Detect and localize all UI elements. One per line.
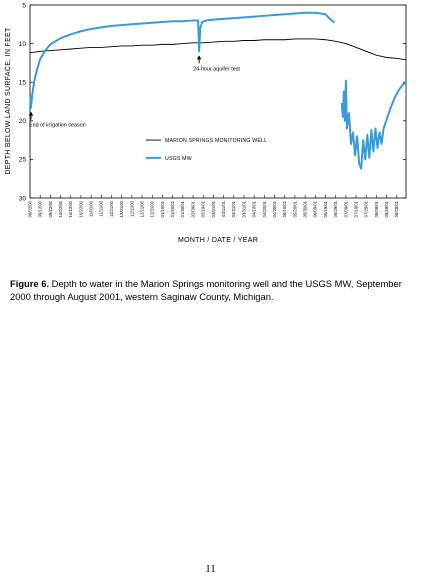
x-tick-label: 08/28/01 bbox=[394, 200, 399, 217]
x-tick-label: 07/19/01 bbox=[353, 200, 358, 217]
figure-caption: Figure 6. Depth to water in the Marion S… bbox=[10, 278, 415, 303]
x-tick-label: 10/12/00 bbox=[68, 200, 73, 217]
annotation-aquifer-test: 24-hour aquifer test bbox=[193, 66, 240, 72]
x-tick-label: 05/30/01 bbox=[303, 200, 308, 217]
x-tick-label: 12/31/00 bbox=[150, 200, 155, 217]
aquifer-test-arrow-head bbox=[196, 55, 202, 60]
x-tick-label: 03/01/01 bbox=[211, 200, 216, 217]
x-tick-label: 09/02/00 bbox=[27, 200, 32, 217]
usgs-mw-series-line bbox=[340, 79, 407, 170]
x-tick-label: 02/19/01 bbox=[201, 200, 206, 217]
legend-label-usgs: USGS MW bbox=[165, 156, 192, 162]
x-tick-label: 04/10/01 bbox=[252, 200, 257, 217]
x-tick-label: 11/21/00 bbox=[109, 200, 114, 217]
x-tick-label: 07/09/01 bbox=[343, 200, 348, 217]
x-tick-label: 05/10/01 bbox=[282, 200, 287, 217]
irrigation-arrow-head bbox=[28, 111, 34, 116]
x-tick-label: 11/11/00 bbox=[99, 200, 104, 216]
x-tick-label: 01/30/01 bbox=[180, 200, 185, 217]
x-tick-label: 12/21/00 bbox=[139, 200, 144, 217]
x-tick-label: 04/20/01 bbox=[262, 200, 267, 217]
x-tick-label: 09/12/00 bbox=[38, 200, 43, 217]
legend: MARION SPRINGS MONITORING WELL USGS MW bbox=[146, 138, 267, 162]
x-tick-label: 03/31/01 bbox=[241, 200, 246, 217]
x-tick-label: 07/29/01 bbox=[364, 200, 369, 217]
y-axis-title: DEPTH BELOW LAND SURFACE, IN FEET bbox=[5, 27, 12, 175]
x-tick-label: 10/02/00 bbox=[58, 200, 63, 217]
x-tick-label: 03/11/01 bbox=[221, 200, 226, 217]
x-tick-label: 06/19/01 bbox=[323, 200, 328, 217]
page-number: 11 bbox=[205, 563, 216, 575]
x-axis-ticks: 09/02/00 09/12/00 09/22/00 10/02/00 10/12/00… bbox=[27, 195, 399, 217]
x-tick-label: 03/21/01 bbox=[231, 200, 236, 217]
x-tick-label: 02/09/01 bbox=[190, 200, 195, 217]
x-tick-label: 08/08/01 bbox=[374, 200, 379, 217]
x-tick-label: 08/18/01 bbox=[384, 200, 389, 217]
x-tick-label: 05/20/01 bbox=[292, 200, 297, 217]
x-tick-label: 04/30/01 bbox=[272, 200, 277, 217]
y-axis-ticks: 5 10 15 20 25 30 bbox=[19, 2, 406, 202]
y-tick-label: 25 bbox=[19, 157, 27, 164]
x-tick-label: 06/29/01 bbox=[333, 200, 338, 217]
x-tick-label: 01/10/01 bbox=[160, 200, 165, 217]
annotations: End of irrigation season 24-hour aquifer … bbox=[28, 55, 240, 129]
y-tick-label: 5 bbox=[22, 2, 26, 9]
figure-caption-text: Depth to water in the Marion Springs mon… bbox=[10, 278, 402, 302]
depth-to-water-chart: 5 10 15 20 25 30 09/02/00 09/12/00 09/22/00 10/0… bbox=[5, 2, 407, 244]
x-tick-label: 12/01/00 bbox=[119, 200, 124, 217]
x-tick-label: 09/22/00 bbox=[48, 200, 53, 217]
x-tick-label: 06/09/01 bbox=[313, 200, 318, 217]
y-tick-label: 30 bbox=[19, 195, 27, 202]
plot-frame bbox=[29, 4, 407, 199]
figure-label: Figure 6. bbox=[10, 278, 50, 289]
y-tick-label: 15 bbox=[19, 80, 27, 87]
series-layer bbox=[29, 11, 407, 170]
y-tick-label: 20 bbox=[19, 118, 27, 125]
annotation-end-of-irrigation: End of irrigation season bbox=[29, 123, 86, 129]
x-tick-label: 10/22/00 bbox=[78, 200, 83, 217]
x-axis-title: MONTH / DATE / YEAR bbox=[178, 237, 258, 244]
x-tick-label: 11/01/00 bbox=[89, 200, 94, 217]
marion-springs-series-line bbox=[29, 38, 407, 61]
usgs-mw-series-line bbox=[29, 11, 335, 109]
y-tick-label: 10 bbox=[19, 41, 27, 48]
x-tick-label: 12/11/00 bbox=[129, 200, 134, 217]
legend-label-marion: MARION SPRINGS MONITORING WELL bbox=[165, 138, 267, 144]
x-tick-label: 01/20/01 bbox=[170, 200, 175, 217]
